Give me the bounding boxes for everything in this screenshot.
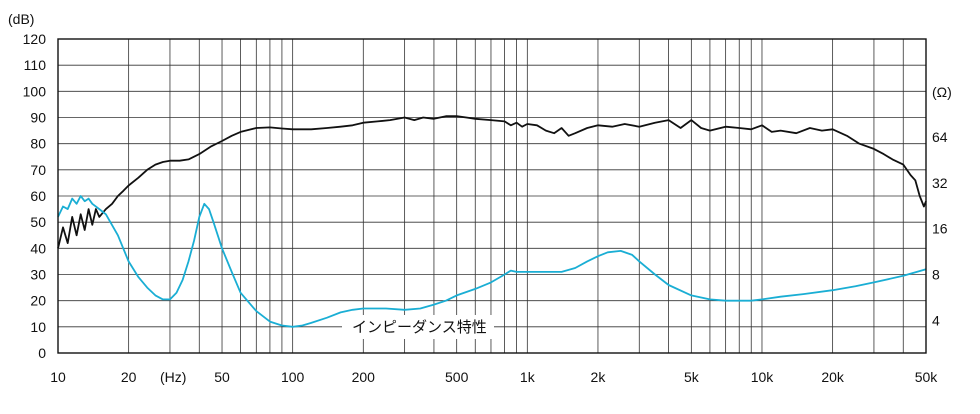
y-tick-label-10: 100 bbox=[23, 83, 47, 99]
x-axis-unit-label: (Hz) bbox=[160, 369, 186, 385]
y-tick-label-0: 0 bbox=[38, 345, 46, 361]
annotation-background bbox=[342, 315, 494, 339]
x-tick-label-2: 50 bbox=[214, 369, 230, 385]
x-tick-label-6: 1k bbox=[520, 369, 536, 385]
x-tick-label-3: 100 bbox=[281, 369, 305, 385]
series-line-impedance bbox=[57, 195, 927, 328]
y-tick-label-5: 50 bbox=[30, 214, 46, 230]
x-tick-label-9: 10k bbox=[751, 369, 775, 385]
x-tick-label-4: 200 bbox=[352, 369, 376, 385]
x-tick-label-10: 20k bbox=[821, 369, 845, 385]
plot-frame bbox=[57, 38, 927, 354]
y-tick-label-6: 60 bbox=[30, 188, 46, 204]
y2-tick-label-2: 16 bbox=[932, 221, 948, 237]
y-tick-label-9: 90 bbox=[30, 110, 46, 126]
y-tick-label-8: 80 bbox=[30, 136, 46, 152]
y-tick-label-2: 20 bbox=[30, 293, 46, 309]
y2-tick-label-3: 32 bbox=[932, 175, 948, 191]
x-tick-labels: 10 20 50 100 200 500 1k 2k 5k 10k 20k 50k bbox=[50, 369, 938, 385]
x-tick-label-1: 20 bbox=[121, 369, 137, 385]
x-tick-label-7: 2k bbox=[591, 369, 607, 385]
x-tick-label-8: 5k bbox=[684, 369, 700, 385]
y-axis-label: (dB) bbox=[8, 11, 34, 27]
y-tick-label-11: 110 bbox=[24, 57, 47, 73]
y2-tick-labels: 4 8 16 32 64 bbox=[932, 129, 948, 328]
impedance-annotation-label: インピーダンス特性 bbox=[352, 319, 487, 336]
y-tick-label-1: 10 bbox=[30, 319, 46, 335]
y2-tick-label-4: 64 bbox=[932, 129, 948, 145]
y-tick-label-12: 120 bbox=[23, 31, 47, 47]
grid-lines bbox=[58, 39, 926, 353]
x-tick-label-5: 500 bbox=[445, 369, 469, 385]
series-line-frequency-response bbox=[57, 115, 927, 249]
series-layer bbox=[57, 115, 927, 328]
y2-tick-label-0: 4 bbox=[932, 312, 940, 328]
y2-axis-label: (Ω) bbox=[932, 84, 952, 100]
impedance-annotation: インピーダンス特性 bbox=[342, 315, 494, 339]
y-tick-label-3: 30 bbox=[30, 267, 46, 283]
y-tick-labels: 0 10 20 30 40 50 60 70 80 90 100 110 120 bbox=[23, 31, 47, 361]
y2-tick-label-1: 8 bbox=[932, 267, 940, 283]
x-tick-label-0: 10 bbox=[50, 369, 66, 385]
x-tick-label-11: 50k bbox=[915, 369, 939, 385]
y-tick-label-4: 40 bbox=[30, 240, 46, 256]
y-tick-label-7: 70 bbox=[30, 162, 46, 178]
